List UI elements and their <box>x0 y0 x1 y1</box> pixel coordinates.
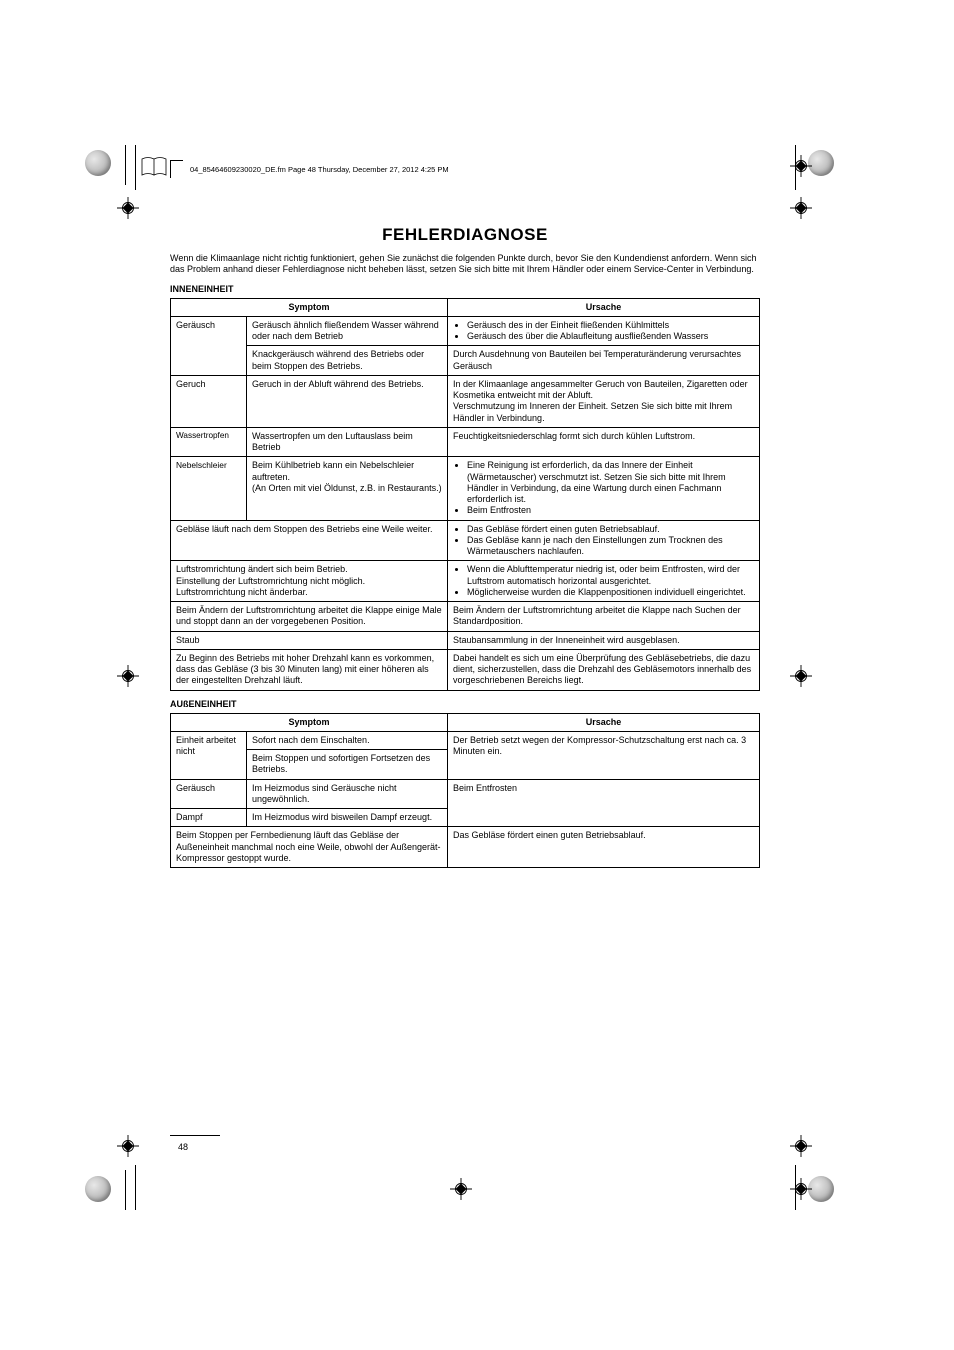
table-row: Geruch Geruch in der Abluft während des … <box>171 375 760 427</box>
page-content: FEHLERDIAGNOSE Wenn die Klimaanlage nich… <box>170 225 760 868</box>
list-item: Geräusch des über die Ablaufleitung ausf… <box>467 331 754 342</box>
ausseneinheit-table: Symptom Ursache Einheit arbeitet nicht S… <box>170 713 760 869</box>
table-row: Luftstromrichtung ändert sich beim Betri… <box>171 561 760 602</box>
table-row: Staub Staubansammlung in der Inneneinhei… <box>171 631 760 649</box>
cell: Beim Stoppen und sofortigen Fortsetzen d… <box>247 750 448 780</box>
cell: Beim Ändern der Luftstromrichtung arbeit… <box>171 602 448 632</box>
table-row: Beim Ändern der Luftstromrichtung arbeit… <box>171 602 760 632</box>
cell: Wassertropfen <box>171 427 247 457</box>
cell: Geruch <box>171 375 247 427</box>
list-item: Beim Entfrosten <box>467 505 754 516</box>
page-number: 48 <box>178 1142 188 1152</box>
cell: Sofort nach dem Einschalten. <box>247 731 448 749</box>
registration-mark-icon <box>117 197 139 219</box>
list-item: Wenn die Ablufttemperatur niedrig ist, o… <box>467 564 754 587</box>
cell: Wassertropfen um den Luftauslass beim Be… <box>247 427 448 457</box>
cell: Durch Ausdehnung von Bauteilen bei Tempe… <box>448 346 760 376</box>
intro-paragraph: Wenn die Klimaanlage nicht richtig funkt… <box>170 253 760 276</box>
cell: Das Gebläse fördert einen guten Betriebs… <box>448 520 760 561</box>
cell: Geräusch <box>171 779 247 809</box>
cell: Eine Reinigung ist erforderlich, da das … <box>448 457 760 520</box>
cell: Dampf <box>171 809 247 827</box>
header-ursache: Ursache <box>448 298 760 316</box>
cell: Beim Entfrosten <box>448 779 760 827</box>
cell: Einheit arbeitet nicht <box>171 731 247 779</box>
frame-corner <box>170 160 183 178</box>
cell: Dabei handelt es sich um eine Überprüfun… <box>448 649 760 690</box>
cell: Staubansammlung in der Inneneinheit wird… <box>448 631 760 649</box>
cell: Geräusch des in der Einheit fließenden K… <box>448 316 760 346</box>
list-item: Das Gebläse fördert einen guten Betriebs… <box>467 524 754 535</box>
table-row: Einheit arbeitet nicht Sofort nach dem E… <box>171 731 760 749</box>
cell: In der Klimaanlage angesammelter Geruch … <box>448 375 760 427</box>
cell: Beim Kühlbetrieb kann ein Nebelschleier … <box>247 457 448 520</box>
registration-mark-icon <box>790 197 812 219</box>
crop-mark <box>135 145 136 190</box>
header-symptom: Symptom <box>171 298 448 316</box>
cell: Gebläse läuft nach dem Stoppen des Betri… <box>171 520 448 561</box>
table-row: Nebelschleier Beim Kühlbetrieb kann ein … <box>171 457 760 520</box>
file-header-text: 04_85464609230020_DE.fm Page 48 Thursday… <box>190 165 449 174</box>
table-row: Wassertropfen Wassertropfen um den Lufta… <box>171 427 760 457</box>
cell: Beim Ändern der Luftstromrichtung arbeit… <box>448 602 760 632</box>
list-item: Möglicherweise wurden die Klappenpositio… <box>467 587 754 598</box>
list-item: Eine Reinigung ist erforderlich, da das … <box>467 460 754 505</box>
list-item: Geräusch des in der Einheit fließenden K… <box>467 320 754 331</box>
cell: Zu Beginn des Betriebs mit hoher Drehzah… <box>171 649 448 690</box>
cell: Das Gebläse fördert einen guten Betriebs… <box>448 827 760 868</box>
table-row: Geräusch Geräusch ähnlich fließendem Was… <box>171 316 760 346</box>
table-row: Knackgeräusch während des Betriebs oder … <box>171 346 760 376</box>
header-ursache: Ursache <box>448 713 760 731</box>
cell: Beim Stoppen per Fernbedienung läuft das… <box>171 827 448 868</box>
header-symptom: Symptom <box>171 713 448 731</box>
inneneinheit-table: Symptom Ursache Geräusch Geräusch ähnlic… <box>170 298 760 691</box>
cell: Geräusch ähnlich fließendem Wasser währe… <box>247 316 448 346</box>
registration-mark-icon <box>790 665 812 687</box>
cell: Im Heizmodus sind Geräusche nicht ungewö… <box>247 779 448 809</box>
registration-mark-icon <box>117 665 139 687</box>
registration-mark-icon <box>790 155 812 177</box>
cell: Der Betrieb setzt wegen der Kompressor-S… <box>448 731 760 779</box>
crop-mark <box>125 1170 126 1210</box>
table-header-row: Symptom Ursache <box>171 713 760 731</box>
cell: Feuchtigkeitsniederschlag formt sich dur… <box>448 427 760 457</box>
table-row: Zu Beginn des Betriebs mit hoher Drehzah… <box>171 649 760 690</box>
list-item: Das Gebläse kann je nach den Einstellung… <box>467 535 754 558</box>
cell: Wenn die Ablufttemperatur niedrig ist, o… <box>448 561 760 602</box>
table-header-row: Symptom Ursache <box>171 298 760 316</box>
page-title: FEHLERDIAGNOSE <box>170 225 760 245</box>
section-inneneinheit-label: INNENEINHEIT <box>170 284 760 294</box>
cell: Nebelschleier <box>171 457 247 520</box>
registration-mark-icon <box>450 1178 472 1200</box>
cell: Knackgeräusch während des Betriebs oder … <box>247 346 448 376</box>
corner-ornament <box>85 150 111 176</box>
registration-mark-icon <box>790 1135 812 1157</box>
crop-mark <box>135 1165 136 1210</box>
crop-mark <box>125 145 126 185</box>
book-spine-icon <box>140 155 170 177</box>
cell: Im Heizmodus wird bisweilen Dampf erzeug… <box>247 809 448 827</box>
registration-mark-icon <box>790 1178 812 1200</box>
table-row: Gebläse läuft nach dem Stoppen des Betri… <box>171 520 760 561</box>
corner-ornament <box>85 1176 111 1202</box>
table-row: Beim Stoppen per Fernbedienung läuft das… <box>171 827 760 868</box>
cell: Staub <box>171 631 448 649</box>
section-ausseneinheit-label: AUßENEINHEIT <box>170 699 760 709</box>
table-row: Geräusch Im Heizmodus sind Geräusche nic… <box>171 779 760 809</box>
page-rule <box>170 1135 220 1136</box>
cell: Geräusch <box>171 316 247 375</box>
cell: Geruch in der Abluft während des Betrieb… <box>247 375 448 427</box>
registration-mark-icon <box>117 1135 139 1157</box>
cell: Luftstromrichtung ändert sich beim Betri… <box>171 561 448 602</box>
